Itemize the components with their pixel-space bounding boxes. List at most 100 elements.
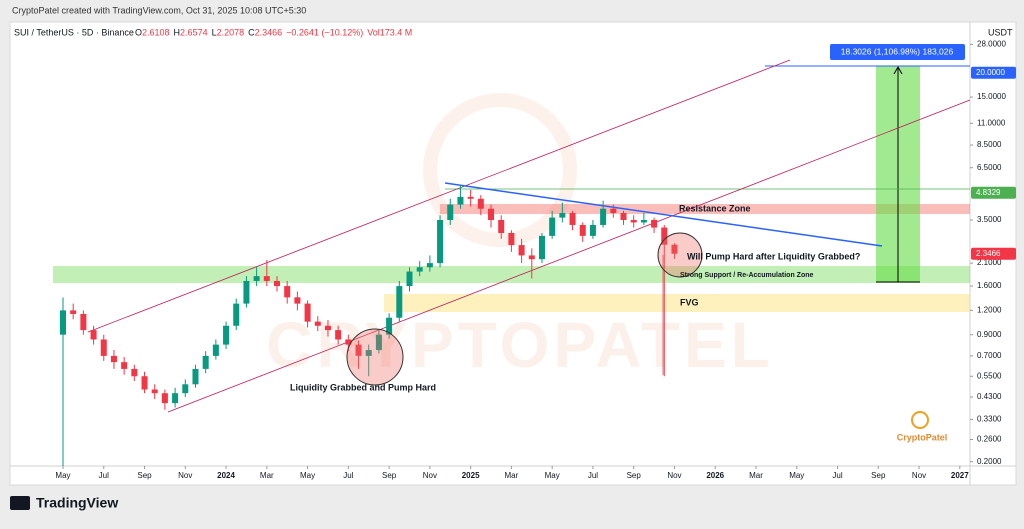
candle-body	[426, 263, 433, 268]
candle-body	[549, 217, 556, 236]
candle-body	[671, 244, 678, 254]
x-tick-label: May	[545, 471, 560, 480]
channel-upper	[87, 59, 791, 333]
x-tick-label: Nov	[667, 471, 681, 480]
ohlc-text: L	[212, 27, 217, 37]
y-tick-label: 3.5000	[977, 215, 1002, 224]
candle-body	[477, 198, 484, 209]
candle-body	[498, 219, 505, 233]
candle-body	[223, 325, 230, 345]
x-tick-label: Nov	[178, 471, 192, 480]
candle-body	[437, 219, 444, 264]
liquidity-circle	[657, 232, 703, 278]
annotation: FVG	[680, 297, 699, 307]
price-label: 20.0000	[976, 68, 1005, 77]
ohlc-text: 2.6108	[142, 27, 170, 37]
price-label-box	[971, 247, 1016, 260]
ohlc-text: C	[248, 27, 255, 37]
candle-body	[488, 208, 495, 220]
candle-body	[202, 355, 209, 369]
y-tick-label: 1.2000	[977, 305, 1002, 314]
brand-logo	[10, 496, 30, 510]
candle-body	[620, 213, 627, 220]
logo-icon	[911, 411, 929, 429]
x-tick-label: Jul	[99, 471, 109, 480]
support-zone	[53, 266, 970, 283]
candle-body	[294, 297, 301, 304]
x-tick-label: Jul	[343, 471, 353, 480]
brand: TradingView	[36, 495, 118, 511]
candle-body	[161, 393, 168, 404]
candle-body	[630, 219, 637, 223]
candle-body	[110, 355, 117, 363]
candle-body	[80, 313, 87, 331]
currency: USDT	[988, 27, 1013, 37]
candle-body	[518, 245, 525, 256]
candle-body	[467, 196, 474, 199]
candle-body	[589, 224, 596, 236]
candle-body	[233, 303, 240, 326]
x-tick-label: Sep	[137, 471, 152, 480]
trendline	[444, 182, 883, 247]
x-tick-label: Jul	[588, 471, 598, 480]
candle-body	[365, 350, 372, 356]
candle-body	[538, 235, 545, 260]
candle-body	[131, 368, 138, 377]
symbol: SUI / TetherUS · 5D · Binance	[14, 27, 134, 37]
candle-body	[375, 334, 382, 351]
logo-text: CryptoPatel	[897, 432, 948, 442]
y-tick-label: 2.1000	[977, 258, 1002, 267]
candle-body	[59, 310, 66, 335]
measure-label-box	[830, 44, 965, 60]
candle-body	[651, 219, 658, 228]
candle-body	[314, 321, 321, 326]
x-tick-label: May	[300, 471, 315, 480]
candle-body	[559, 213, 566, 218]
candle-body	[569, 213, 576, 225]
x-tick-label: 2024	[217, 471, 235, 480]
watermark-logo	[423, 93, 577, 247]
x-tick-label: May	[789, 471, 804, 480]
watermark: CRYPTOPATEL	[266, 309, 773, 381]
candle-body	[172, 393, 179, 404]
candle-body	[284, 286, 291, 298]
candle-body	[243, 280, 250, 304]
y-tick-label: 1.6000	[977, 281, 1002, 290]
price-label: 4.8329	[976, 188, 1001, 197]
candle-body	[121, 362, 128, 369]
ohlc-text: 2.3466	[255, 27, 283, 37]
candle-body	[345, 339, 352, 345]
chart-panel	[9, 21, 1017, 486]
candle-body	[100, 339, 107, 356]
y-tick-label: 0.2600	[977, 435, 1002, 444]
x-tick-label: 2025	[462, 471, 480, 480]
price-label-box	[971, 186, 1016, 199]
candle-body	[192, 368, 199, 385]
x-tick-label: Sep	[627, 471, 642, 480]
candle-body	[304, 303, 311, 322]
y-tick-label: 6.5000	[977, 163, 1002, 172]
x-tick-label: Nov	[423, 471, 437, 480]
x-tick-label: Sep	[871, 471, 886, 480]
candle-body	[70, 310, 77, 314]
ohlc-text: −0.2641 (−10.12%)	[286, 27, 363, 37]
candle-body	[610, 208, 617, 214]
candle-body	[508, 232, 515, 246]
annotation: Strong Support / Re-Accumulation Zone	[680, 272, 813, 279]
x-tick-label: Mar	[749, 471, 763, 480]
ohlc-text: O	[135, 27, 142, 37]
candle-body	[182, 384, 189, 394]
x-tick-label: 2026	[706, 471, 724, 480]
annotation: Will Pump Hard after Liquidity Grabbed?	[687, 251, 860, 261]
y-tick-label: 0.9000	[977, 330, 1002, 339]
annotation: Resistance Zone	[679, 203, 751, 213]
x-tick-label: Jul	[832, 471, 842, 480]
ohlc-text: H	[174, 27, 181, 37]
ohlc-text: 2.2078	[217, 27, 245, 37]
fvg-zone	[384, 294, 970, 312]
y-tick-label: 0.5500	[977, 371, 1002, 380]
measure-arrowhead	[893, 65, 903, 75]
candle-body	[579, 224, 586, 236]
candle-body	[640, 219, 647, 223]
